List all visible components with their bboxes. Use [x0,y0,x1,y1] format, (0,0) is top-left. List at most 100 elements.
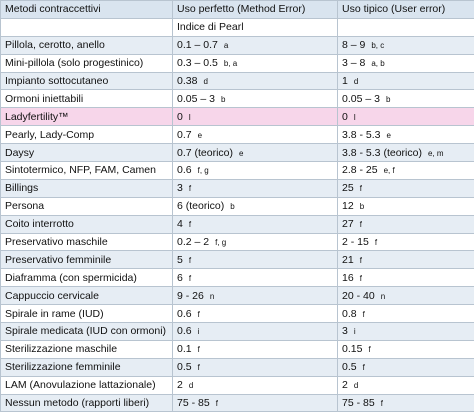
data-row: Persona 6 (teorico) b 12 b [0,196,474,216]
typical-cell: 3.8 - 5.3 (teorico) e, m [337,143,474,163]
typical-cell: 75 - 85 f [337,393,474,413]
data-row: Sterilizzazione maschile 0.1 f 0.15 f [0,339,474,359]
note: f [197,363,200,373]
method-cell: Pillola, cerotto, anello [0,35,173,55]
value: 2.8 - 25 [342,164,378,177]
data-row: Cappuccio cervicale 9 - 26 n 20 - 40 n [0,286,474,306]
value: 6 (teorico) [177,200,225,213]
value: 0 [342,110,348,123]
value: 25 [342,182,354,195]
method-cell: Persona [0,196,173,216]
method-cell: Spirale in rame (IUD) [0,304,173,324]
value: 3 [177,182,183,195]
method-cell: Pearly, Lady-Comp [0,125,173,145]
value: 3.8 - 5.3 [342,128,381,141]
typical-cell: 21 f [337,250,474,270]
note: b [359,202,365,212]
method-cell: Preservativo maschile [0,232,173,252]
data-row: Ladyfertility™ 0 l 0 l [0,107,474,127]
note: d [203,77,208,86]
note: b, a [223,59,238,69]
note: f [359,273,362,283]
value: 0.5 [342,361,357,374]
value: 0.5 [177,361,192,374]
value: 2 - 15 [342,236,369,249]
value: 4 [177,218,183,231]
method-cell: Coito interrotto [0,214,173,234]
value: 75 - 85 [177,397,210,410]
perfect-cell: 9 - 26 n [172,286,338,306]
data-row: Coito interrotto 4 f 27 f [0,214,474,234]
note: f [188,255,192,265]
value: 20 - 40 [342,289,375,302]
typical-cell: 0.8 f [337,304,474,324]
data-row: Mini-pillola (solo progestinico) 0.3 – 0.… [0,53,474,73]
value: 2 [177,379,183,392]
data-row: Spirale medicata (IUD con ormoni) 0.6 i 3 i [0,322,474,341]
value: 0.38 [177,75,198,87]
note: f [380,399,383,409]
note: f [188,220,192,230]
note: e, f [383,166,395,176]
header-cell: Uso tipico (User error) [337,0,474,19]
method-cell: LAM (Anovulazione lattazionale) [0,375,173,395]
method-cell: Daysy [0,143,173,163]
data-row: Pearly, Lady-Comp 0.7 e 3.8 - 5.3 e [0,125,474,145]
value: 2 [342,379,348,392]
typical-cell: 0.5 f [337,357,474,377]
note: d [353,77,359,86]
header-cell: Uso perfetto (Method Error) [172,0,338,19]
note: n [209,291,215,301]
note: i [197,327,200,337]
note: l [353,112,356,122]
value: 3 – 8 [342,57,366,70]
value: 0.8 [342,307,357,320]
note: f [368,345,371,355]
perfect-cell: 0.38 d [172,71,338,91]
method-cell: Preservativo femminile [0,250,173,270]
method-cell: Billings [0,178,173,198]
note: e [197,130,203,140]
value: 0.05 – 3 [177,92,215,105]
note: f [188,273,192,283]
method-cell: Mini-pillola (solo progestinico) [0,53,173,73]
value: 0.05 – 3 [342,92,380,105]
empty-cell [0,17,173,37]
note: f [197,309,200,319]
data-row: Sintotermico, NFP, FAM, Camen 0.6 f, g 2.8 … [0,161,474,180]
note: a [223,41,229,51]
value: 0.6 [177,307,192,320]
typical-cell: 16 f [337,268,474,288]
empty-cell [337,17,474,37]
value: 1 [342,75,348,87]
perfect-cell: 0.1 – 0.7 a [172,35,338,55]
perfect-cell: 0.2 – 2 f, g [172,232,338,252]
typical-cell: 27 f [337,214,474,234]
note: f [359,220,362,230]
data-row: Nessun metodo (rapporti liberi) 75 - 85 f 7… [0,393,474,413]
data-row: Daysy 0.7 (teorico) e 3.8 - 5.3 (teorico) e,… [0,143,474,163]
value: 0.6 [177,164,192,177]
perfect-cell: 6 (teorico) b [172,196,338,216]
value: 16 [342,271,354,284]
value: 0.7 [177,128,192,141]
note: f [362,309,365,319]
typical-cell: 20 - 40 n [337,286,474,306]
value: 0.1 – 0.7 [177,39,218,52]
value: 0 [177,110,183,123]
note: f [188,184,192,194]
data-row: Preservativo maschile 0.2 – 2 f, g 2 - 15 f [0,232,474,252]
perfect-cell: 0.6 f [172,304,338,324]
note: b [230,202,235,212]
method-cell: Sterilizzazione maschile [0,339,173,359]
value: 3.8 - 5.3 (teorico) [342,146,422,159]
data-row: Pillola, cerotto, anello 0.1 – 0.7 a 8 – 9 b… [0,35,474,55]
